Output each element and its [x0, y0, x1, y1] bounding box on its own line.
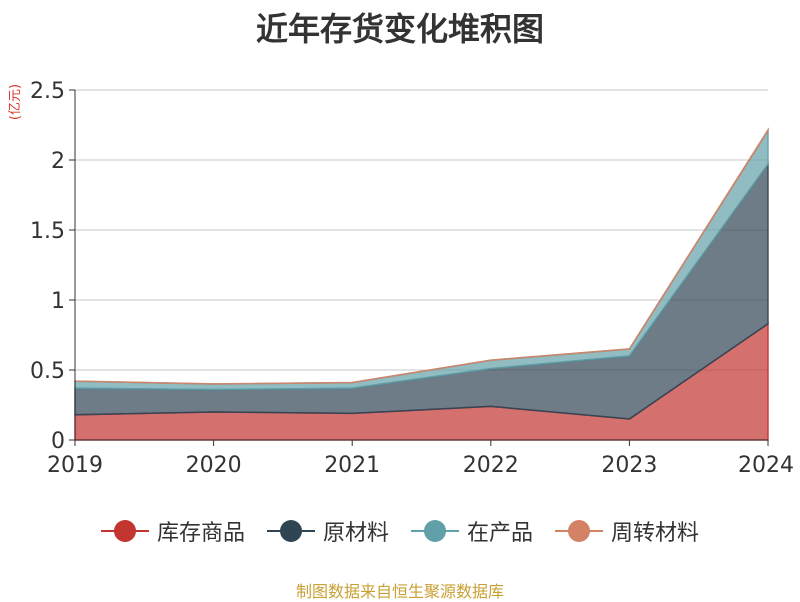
- y-tick-labels: 0 0.5 1 1.5 2 2.5: [30, 79, 65, 454]
- x-tick-label: 2021: [324, 453, 380, 478]
- y-tick-label: 0.5: [30, 359, 65, 384]
- source-footer: 制图数据来自恒生聚源数据库: [295, 582, 504, 601]
- y-tick-label: 2: [51, 149, 65, 174]
- legend-marker-icon: [411, 520, 459, 542]
- legend-label: 库存商品: [156, 521, 245, 546]
- legend: 库存商品 原材料 在产品 周转材料: [0, 515, 800, 547]
- y-tick-label: 0: [51, 429, 65, 454]
- x-tick-labels: 2019 2020 2021 2022 2023 2024: [47, 440, 794, 478]
- grid-lines: [69, 89, 768, 441]
- x-tick-label: 2019: [47, 453, 103, 478]
- legend-item[interactable]: 库存商品: [100, 515, 245, 547]
- area-原材料: [74, 161, 769, 420]
- chart-title: 近年存货变化堆积图: [255, 10, 544, 48]
- legend-label: 周转材料: [611, 521, 700, 546]
- legend-marker-icon: [555, 520, 604, 542]
- legend-item[interactable]: 周转材料: [555, 515, 699, 547]
- legend-item[interactable]: 原材料: [266, 515, 389, 547]
- x-tick-label: 2023: [601, 453, 657, 478]
- x-tick-label: 2020: [186, 453, 242, 478]
- y-tick-label: 1.5: [30, 219, 65, 244]
- area-series: [74, 127, 769, 441]
- legend-item[interactable]: 在产品: [411, 515, 533, 547]
- axes: [74, 90, 768, 441]
- x-tick-label: 2022: [463, 453, 519, 478]
- legend-marker-icon: [266, 520, 315, 542]
- y-tick-label: 1: [51, 289, 65, 314]
- y-tick-label: 2.5: [30, 79, 65, 104]
- area-周转材料: [74, 127, 769, 385]
- legend-label: 在产品: [467, 521, 534, 546]
- legend-marker-icon: [100, 520, 149, 542]
- legend-label: 原材料: [322, 521, 389, 546]
- x-tick-label: 2024: [738, 453, 794, 478]
